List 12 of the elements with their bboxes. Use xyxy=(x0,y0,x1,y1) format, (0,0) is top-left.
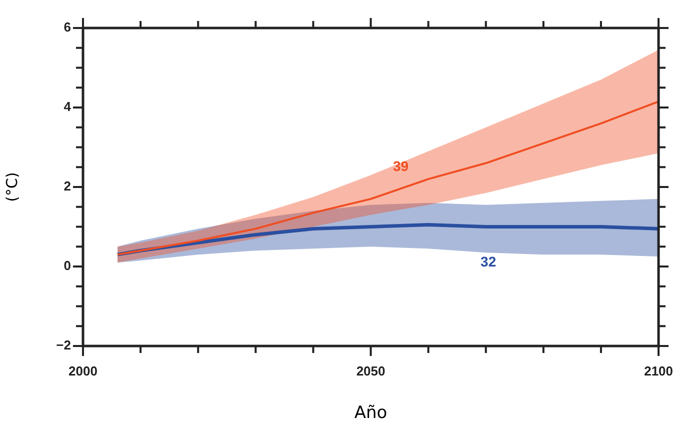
annotation: 39 xyxy=(392,158,409,174)
x-tick-label: 2000 xyxy=(68,363,98,378)
x-axis-title: Año xyxy=(354,403,388,424)
y-tick-label: 0 xyxy=(64,258,71,274)
y-tick-label: −2 xyxy=(56,338,71,353)
x-tick-label: 2100 xyxy=(644,363,673,378)
annotation: 32 xyxy=(480,253,496,270)
x-tick-label: 2050 xyxy=(356,363,386,378)
y-tick-label: 4 xyxy=(64,99,72,114)
y-tick-label: 2 xyxy=(64,178,71,194)
y-axis-title: (°C) xyxy=(2,172,21,202)
y-tick-label: 6 xyxy=(64,20,71,35)
